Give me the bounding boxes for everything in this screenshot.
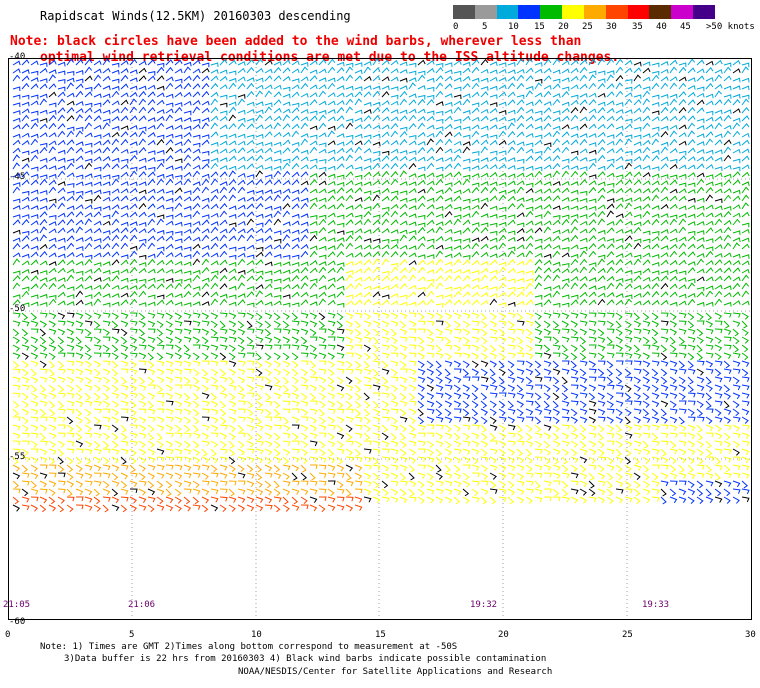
time-label: 19:33 [642, 600, 670, 610]
note-line-2: optimal wind retrieval conditions are me… [40, 50, 620, 65]
footer-note-1: Note: 1) Times are GMT 2)Times along bot… [40, 642, 458, 652]
lon-label: 20 [498, 630, 509, 640]
note-line-1: Note: black circles have been added to t… [10, 34, 582, 49]
lon-label: 5 [129, 630, 135, 640]
colorbar-label: 30 [606, 22, 617, 32]
wind-speed-colorbar [453, 5, 715, 19]
lon-label: 25 [622, 630, 633, 640]
colorbar-labels: 0 5 10 15 20 25 30 35 40 45 >50 knots [448, 22, 760, 34]
time-label: 21:05 [3, 600, 31, 610]
wind-barb-map [8, 58, 752, 620]
colorbar-label: 40 [656, 22, 667, 32]
lon-label: 0 [5, 630, 11, 640]
colorbar-swatch [649, 5, 672, 19]
footer-note-2: 3)Data buffer is 22 hrs from 20160303 4)… [64, 654, 547, 664]
colorbar-label: 45 [680, 22, 691, 32]
colorbar-swatch [671, 5, 694, 19]
colorbar-swatch [605, 5, 628, 19]
colorbar-label: >50 knots [706, 22, 755, 32]
lon-label: 10 [251, 630, 262, 640]
colorbar-swatch [583, 5, 606, 19]
lat-label-50s: -50 [9, 304, 26, 314]
colorbar-swatch [627, 5, 650, 19]
colorbar-label: 5 [482, 22, 488, 32]
map-title: Rapidscat Winds(12.5KM) 20160303 descend… [40, 9, 351, 23]
footer-credit: NOAA/NESDIS/Center for Satellite Applica… [238, 667, 553, 677]
lat-label-55s: -55 [9, 452, 26, 462]
colorbar-swatch [496, 5, 519, 19]
colorbar-label: 35 [632, 22, 643, 32]
time-label: 21:06 [128, 600, 156, 610]
colorbar-swatch [518, 5, 541, 19]
colorbar-swatch [693, 5, 715, 19]
colorbar-label: 15 [534, 22, 545, 32]
colorbar-label: 25 [582, 22, 593, 32]
colorbar-swatch [474, 5, 497, 19]
wind-barbs [12, 59, 750, 513]
wind-barb-plot [9, 59, 751, 619]
colorbar-swatch [562, 5, 584, 19]
lat-label-45s: -45 [9, 172, 26, 182]
colorbar-label: 10 [508, 22, 519, 32]
lon-label: 30 [745, 630, 756, 640]
colorbar-swatch [540, 5, 563, 19]
map-grid [9, 59, 751, 619]
colorbar-label: 0 [453, 22, 459, 32]
lon-label: 15 [375, 630, 386, 640]
lat-label-40s: -40 [9, 52, 26, 62]
colorbar-label: 20 [558, 22, 569, 32]
colorbar-swatch [453, 5, 475, 19]
lat-label-60s: -60 [9, 617, 26, 627]
time-label: 19:32 [470, 600, 498, 610]
